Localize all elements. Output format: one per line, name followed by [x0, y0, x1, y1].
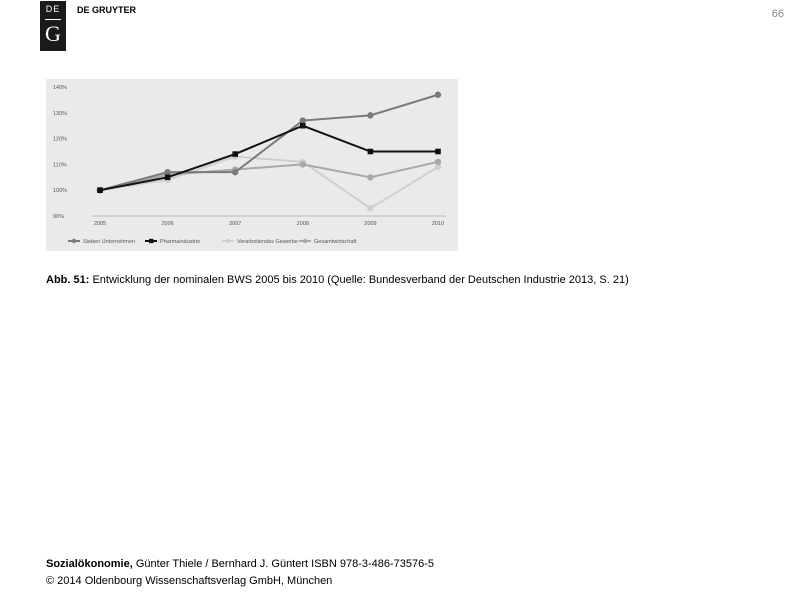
line-chart: 90% 100% 110% 120% 130% 140% 2005 2006 2007 2008 2…: [53, 85, 446, 245]
legend-marker: [225, 238, 231, 244]
series-line: [99, 124, 438, 192]
data-point: [367, 148, 374, 155]
legend-label: Sieben Unternehmen: [83, 239, 135, 245]
x-tick-label: 2005: [94, 221, 106, 227]
data-point: [300, 122, 306, 129]
book-title: Sozialökonomie,: [46, 558, 133, 570]
publisher-logo: DE G: [40, 1, 66, 51]
data-point: [232, 151, 238, 157]
y-tick-label: 90%: [53, 214, 64, 220]
caption-label: Abb. 51:: [46, 274, 90, 286]
figure-caption: Abb. 51: Entwicklung der nominalen BWS 2…: [46, 274, 629, 286]
y-tick-label: 140%: [53, 85, 67, 91]
logo-bottom-text: G: [45, 21, 61, 46]
data-point: [367, 205, 374, 212]
data-point: [164, 174, 171, 181]
data-point: [434, 163, 442, 171]
data-point: [367, 174, 374, 181]
legend-label: Pharmaindustrie: [160, 239, 200, 245]
page-number: 66: [771, 8, 784, 20]
legend-label: Gesamtwirtschaft: [314, 239, 357, 245]
series-line: [99, 155, 439, 210]
data-point: [435, 148, 441, 155]
caption-text: Entwicklung der nominalen BWS 2005 bis 2…: [92, 274, 629, 286]
page-footer: Sozialökonomie, Günter Thiele / Bernhard…: [46, 556, 434, 590]
book-info: Günter Thiele / Bernhard J. Güntert ISBN…: [135, 558, 435, 570]
y-tick-label: 120%: [53, 137, 67, 143]
publisher-name: DE GRUYTER: [77, 5, 137, 15]
x-tick-label: 2010: [432, 221, 444, 227]
x-tick-label: 2007: [229, 221, 241, 227]
y-tick-label: 130%: [53, 111, 67, 117]
y-tick-label: 100%: [53, 188, 67, 194]
logo-top-text: DE: [45, 4, 61, 14]
data-point: [434, 158, 442, 166]
x-tick-label: 2009: [364, 221, 376, 227]
series-line: [99, 160, 439, 192]
x-tick-label: 2006: [161, 221, 173, 227]
book-citation: Sozialökonomie, Günter Thiele / Bernhard…: [46, 556, 434, 573]
series-line: [99, 93, 439, 192]
chart-figure: 90% 100% 110% 120% 130% 140% 2005 2006 2007 2008 2…: [46, 79, 458, 251]
legend-marker: [149, 238, 154, 244]
data-point: [232, 168, 239, 176]
legend-label: Verarbeitendes Gewerbe: [237, 239, 298, 245]
data-point: [299, 117, 306, 124]
y-tick-label: 110%: [53, 162, 67, 168]
legend-marker: [71, 238, 77, 244]
legend-marker: [302, 238, 308, 244]
data-point: [97, 187, 103, 193]
data-point: [164, 168, 171, 176]
data-point: [367, 112, 374, 119]
copyright-line: © 2014 Oldenbourg Wissenschaftsverlag Gm…: [46, 575, 333, 587]
logo-divider: [45, 19, 61, 20]
data-point: [299, 161, 306, 168]
data-point: [434, 91, 442, 98]
x-tick-label: 2008: [297, 221, 309, 227]
